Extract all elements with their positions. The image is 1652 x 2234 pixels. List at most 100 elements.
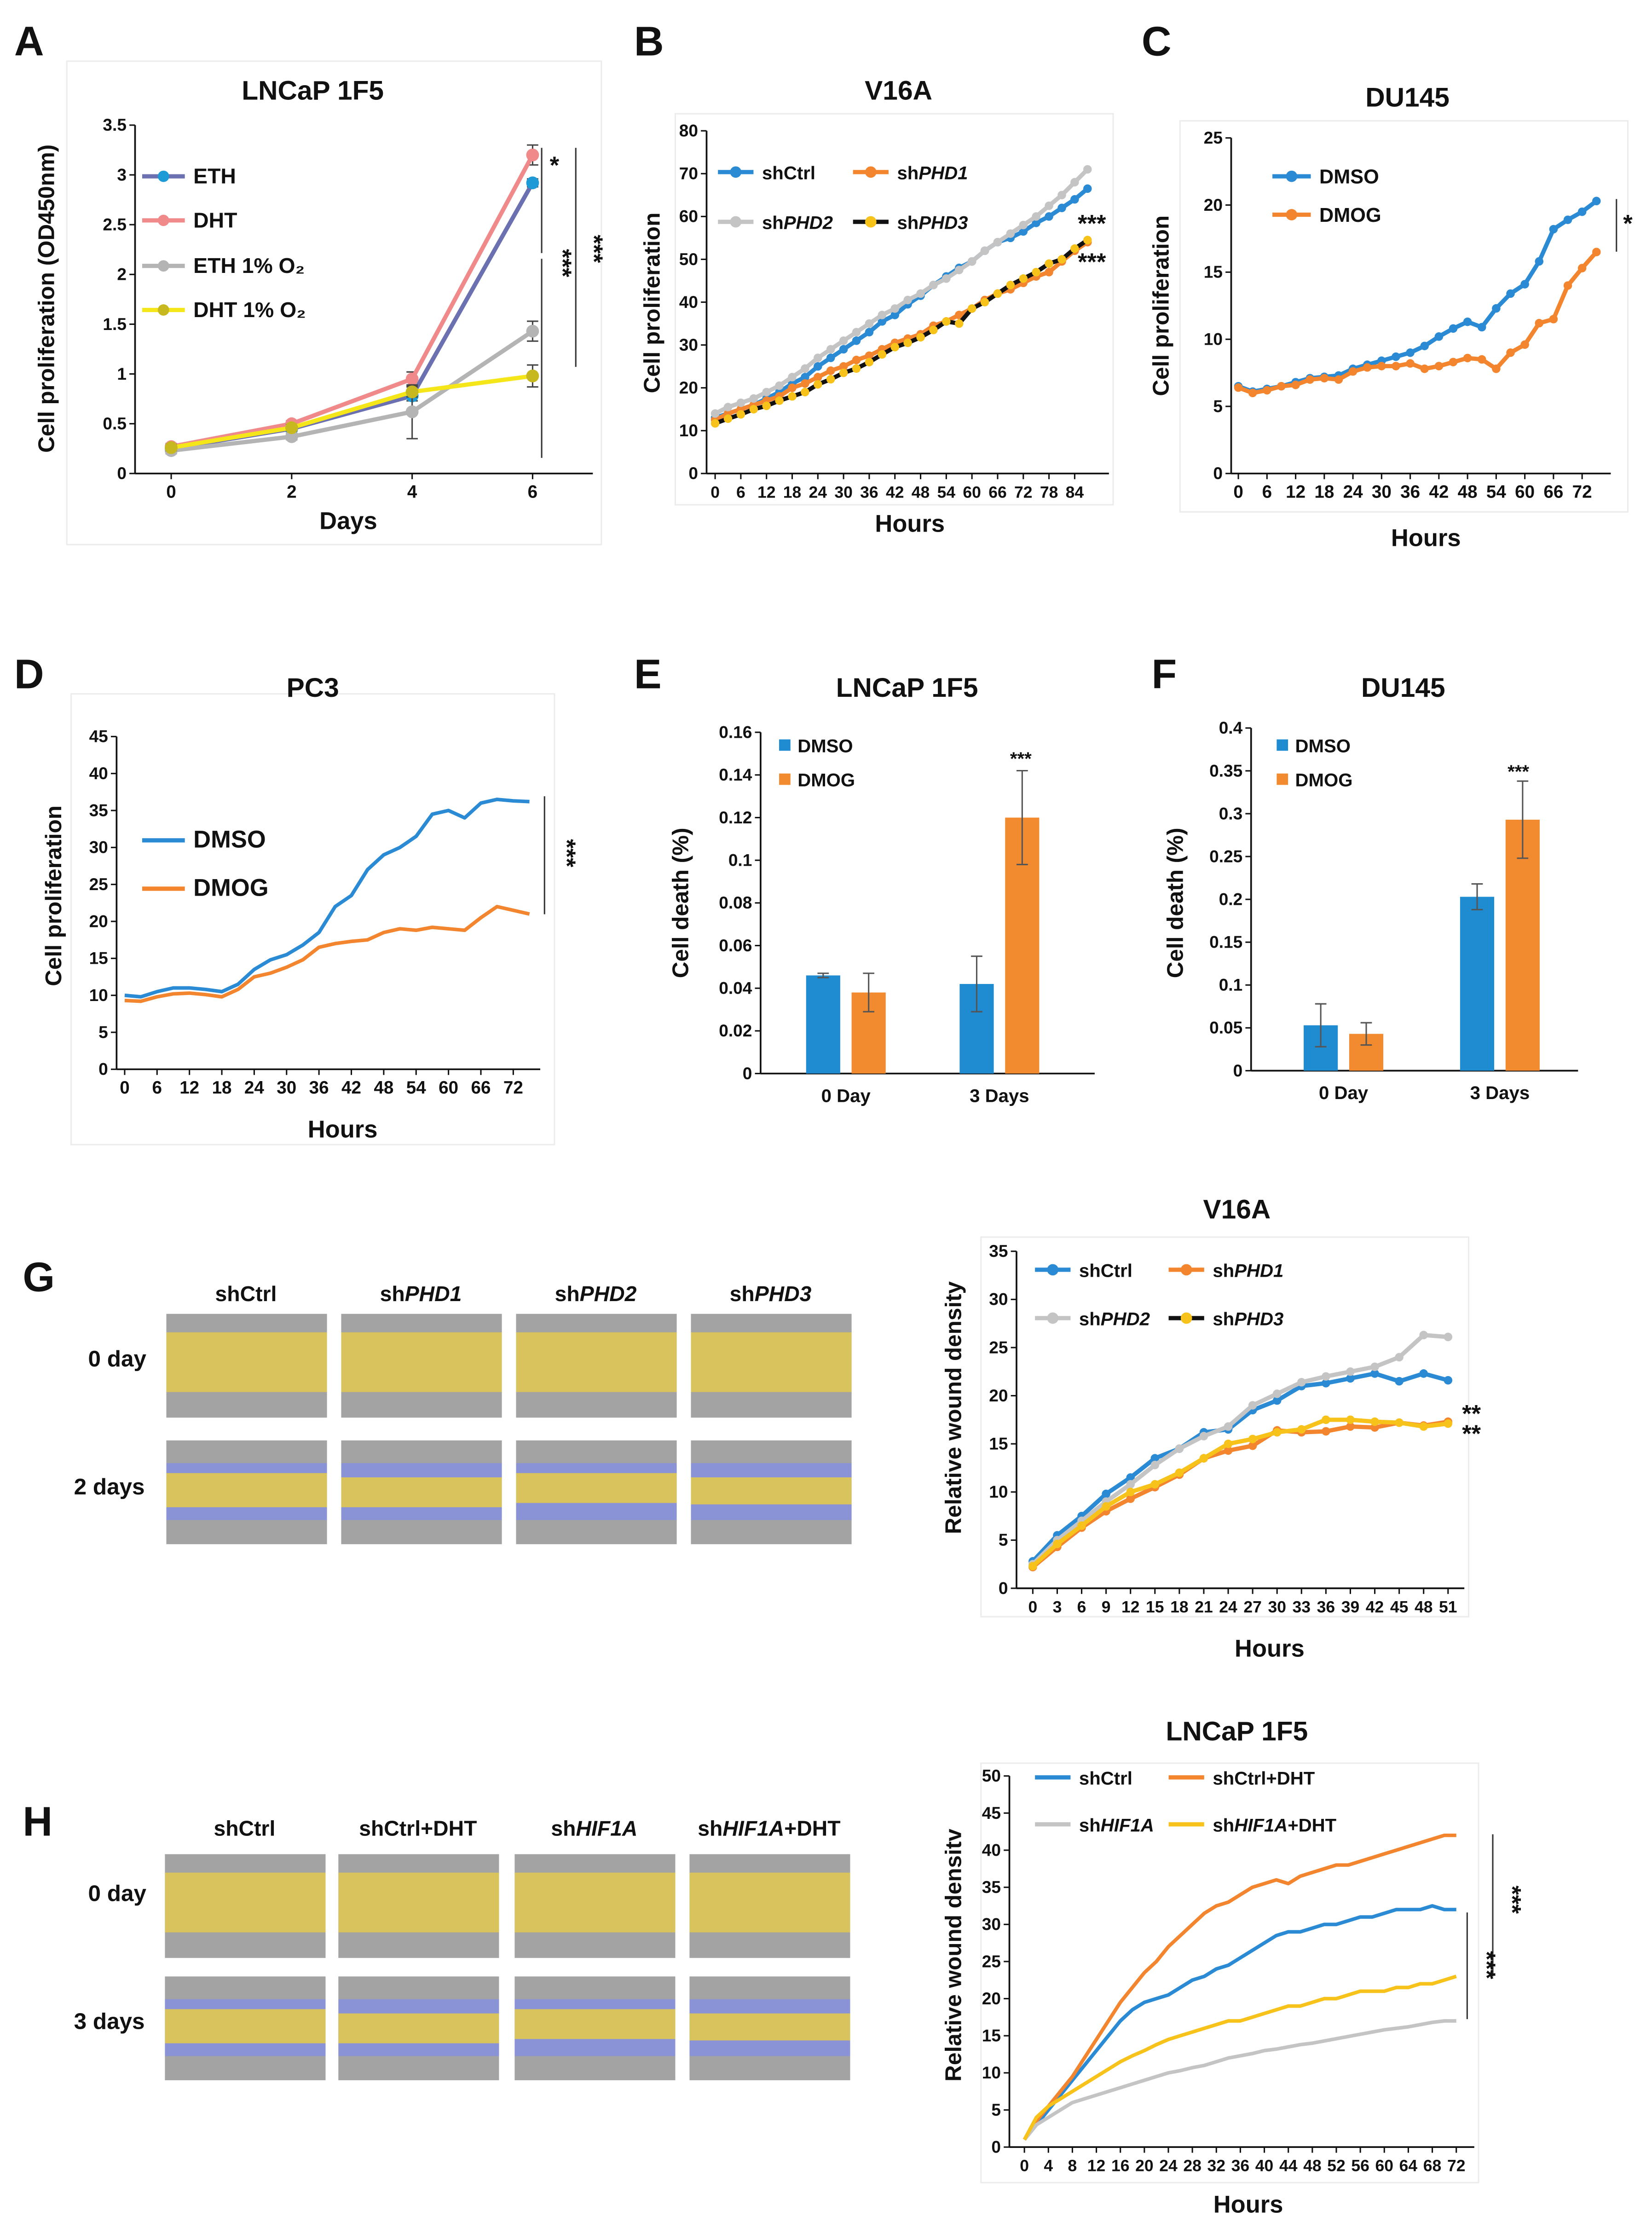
y-tick-label: 2.5	[103, 214, 127, 234]
data-point	[852, 364, 861, 373]
data-point	[1395, 1353, 1404, 1362]
data-point	[1434, 332, 1444, 341]
y-axis-label: Cell death (%)	[668, 828, 693, 978]
data-point	[1506, 348, 1515, 357]
label-part: shCtrl+DHT	[359, 1817, 477, 1841]
y-tick-label: 0.35	[1209, 761, 1242, 780]
wound-micrograph	[516, 1440, 677, 1545]
series-line-shPHD2	[1031, 1333, 1449, 1566]
data-point	[993, 289, 1002, 298]
data-point	[801, 388, 809, 397]
x-axis-label: Days	[319, 507, 377, 534]
y-tick-label: 25	[1204, 128, 1223, 147]
data-point	[1045, 259, 1053, 268]
wound-area	[689, 2013, 850, 2040]
data-point	[839, 362, 848, 371]
legend-marker	[730, 166, 742, 178]
data-point	[1392, 362, 1400, 370]
y-tick-label: 5	[991, 2100, 1001, 2119]
x-tick-label: 30	[1372, 482, 1392, 502]
data-point	[852, 328, 861, 336]
legend-label-part: sh	[897, 162, 918, 183]
wound-area	[514, 1873, 676, 1933]
data-point	[1444, 1332, 1453, 1342]
data-point	[865, 328, 874, 336]
legend-marker	[1180, 1264, 1192, 1276]
data-point	[929, 325, 938, 335]
data-point	[1083, 236, 1092, 244]
y-tick-label: 0.2	[1219, 889, 1243, 909]
label-part: shCtrl	[214, 1817, 276, 1841]
legend-swatch	[1277, 739, 1288, 751]
y-tick-label: 60	[679, 207, 698, 226]
data-point	[903, 338, 912, 347]
x-tick-label: 60	[439, 1078, 458, 1098]
x-axis-label: Hours	[308, 1116, 378, 1143]
data-point	[814, 373, 822, 382]
x-tick-label: 48	[374, 1078, 393, 1098]
wound-micrograph	[516, 1314, 677, 1418]
data-point	[1045, 201, 1053, 210]
x-tick-label: 30	[277, 1078, 296, 1098]
chart-title: LNCaP 1F5	[836, 673, 978, 703]
x-tick-label: 84	[1066, 483, 1084, 501]
data-point	[878, 350, 887, 359]
x-axis-label: Hours	[1391, 524, 1461, 551]
x-tick-label: 42	[341, 1078, 361, 1098]
data-point	[865, 351, 874, 360]
significance-mark: ***	[549, 249, 576, 278]
data-point	[1419, 1422, 1428, 1431]
x-tick-label: 6	[736, 483, 745, 501]
chart-title: V16A	[865, 75, 932, 105]
wound-micrograph	[691, 1440, 852, 1545]
series-line-DHT 1% O₂	[171, 374, 533, 450]
data-point	[1070, 244, 1079, 253]
x-tick-label: 66	[471, 1078, 491, 1098]
x-tick-label: 12	[1286, 482, 1305, 502]
x-tick-label: 24	[1219, 1597, 1237, 1616]
x-tick-label: 36	[1231, 2157, 1250, 2175]
x-tick-label: 33	[1293, 1597, 1311, 1616]
data-point	[954, 311, 964, 319]
data-point	[865, 358, 874, 367]
y-tick-label: 15	[1204, 262, 1223, 282]
data-point	[1150, 1480, 1160, 1489]
significance-mark: ***	[580, 235, 607, 263]
y-tick-label: 40	[679, 292, 698, 312]
data-point	[749, 405, 758, 414]
legend-label-part: +DHT	[1288, 1815, 1336, 1835]
significance-mark: **	[1462, 1401, 1481, 1428]
data-point	[1070, 195, 1079, 204]
data-point	[1346, 1415, 1355, 1424]
wound-area	[341, 1332, 502, 1393]
panel-letter-g: G	[23, 1256, 55, 1301]
legend-label-italic: PHD1	[1234, 1260, 1283, 1281]
row-label: 0 day	[88, 1348, 146, 1372]
x-tick-label: 48	[1303, 2157, 1322, 2175]
column-label: shHIF1A	[551, 1817, 637, 1841]
significance-mark: ***	[1078, 210, 1106, 237]
data-point	[1406, 348, 1415, 357]
wound-area	[165, 2009, 326, 2043]
panel-letter-f: F	[1151, 653, 1177, 698]
data-point	[1032, 219, 1040, 227]
legend-label-part: sh	[762, 212, 784, 233]
y-tick-label: 30	[679, 335, 698, 354]
data-point	[788, 392, 797, 401]
series-line-shPHD3	[1031, 1418, 1449, 1568]
data-point	[1395, 1418, 1404, 1427]
column-label: shCtrl	[215, 1283, 277, 1307]
data-point	[1199, 1432, 1208, 1441]
y-tick-label: 0	[999, 1578, 1008, 1597]
data-point	[1346, 1374, 1355, 1383]
data-point	[1019, 274, 1028, 283]
x-tick-label: 9	[1102, 1597, 1111, 1616]
wound-area	[165, 1873, 326, 1933]
chart-h: LNCaP 1F5 Hours Relative wound densitv 0 5 10…	[941, 1717, 1526, 2218]
category-label: 0 Day	[1319, 1082, 1369, 1103]
y-tick-label: 45	[89, 727, 108, 746]
data-point	[916, 333, 925, 342]
wound-area	[166, 1332, 327, 1393]
data-point	[1592, 248, 1601, 256]
